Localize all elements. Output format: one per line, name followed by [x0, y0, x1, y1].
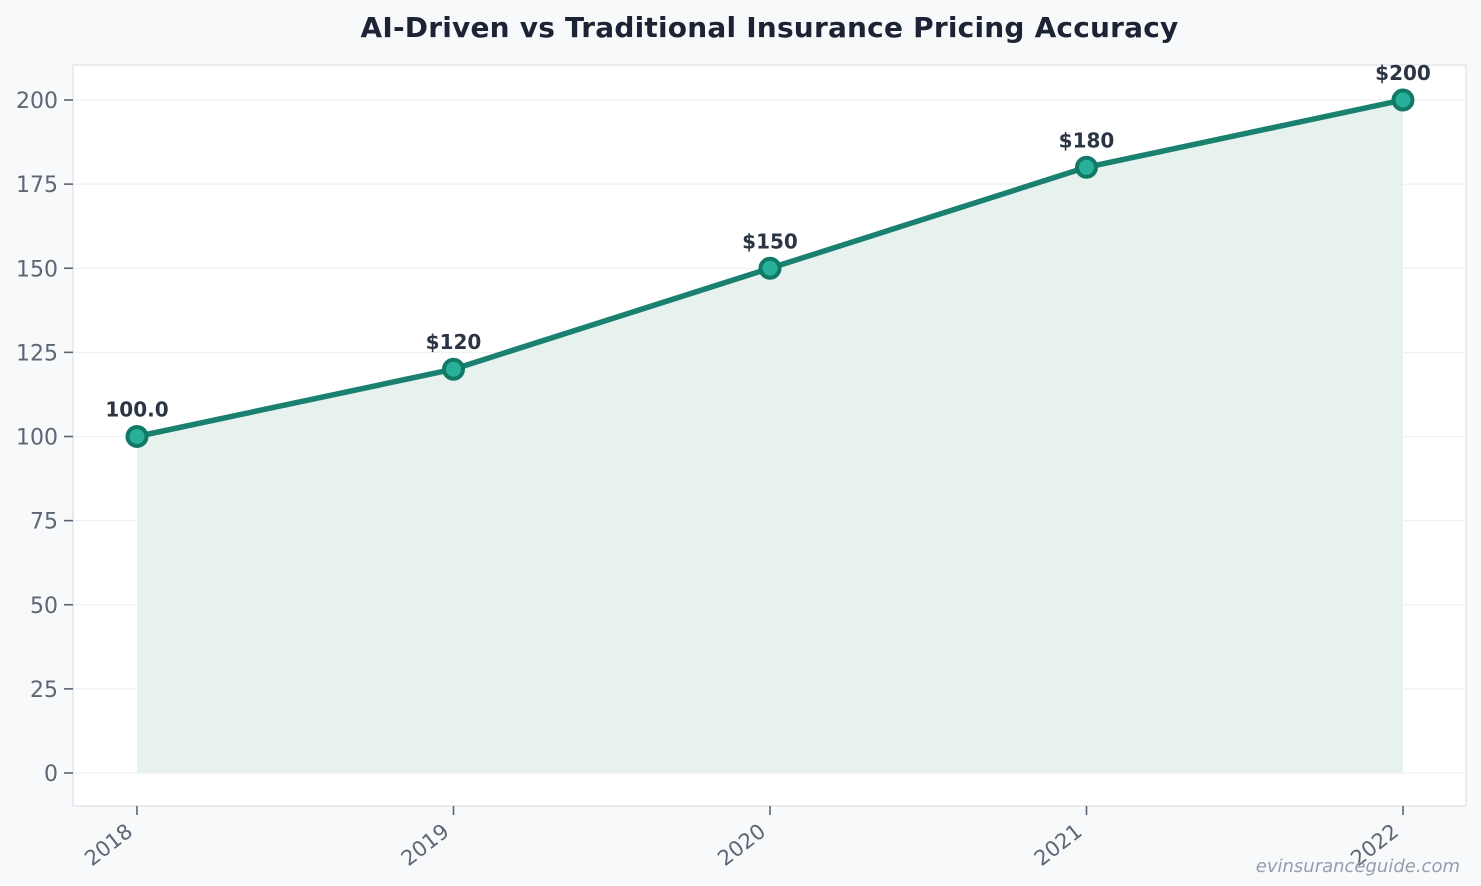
data-point-marker — [1075, 155, 1098, 179]
data-point-label: $180 — [1059, 128, 1115, 152]
y-tick-label: 150 — [16, 257, 58, 282]
y-tick-label: 125 — [16, 341, 58, 366]
x-tick-label: 2019 — [397, 819, 454, 871]
data-point-label: 100.0 — [105, 398, 168, 422]
watermark: evinsuranceguide.com — [1255, 856, 1460, 877]
data-point-marker — [1391, 88, 1415, 112]
chart-title: AI-Driven vs Traditional Insurance Prici… — [360, 11, 1179, 44]
y-tick-label: 100 — [16, 426, 58, 451]
area-fill — [137, 100, 1403, 773]
data-point-marker — [758, 256, 782, 280]
y-tick-label: 200 — [16, 89, 58, 114]
data-point-label: $120 — [426, 330, 482, 354]
data-point-marker — [442, 357, 465, 381]
data-point-marker — [125, 425, 149, 448]
y-tick-label: 50 — [30, 594, 58, 619]
x-tick-label: 2018 — [80, 819, 137, 871]
y-tick-label: 0 — [44, 762, 58, 787]
y-tick-label: 75 — [30, 510, 58, 535]
data-point-label: $200 — [1375, 61, 1431, 85]
y-tick-label: 25 — [30, 678, 58, 703]
data-point-label: $150 — [742, 229, 798, 253]
x-tick-label: 2021 — [1030, 819, 1087, 871]
x-tick-label: 2020 — [713, 819, 770, 871]
y-tick-label: 175 — [16, 173, 58, 198]
